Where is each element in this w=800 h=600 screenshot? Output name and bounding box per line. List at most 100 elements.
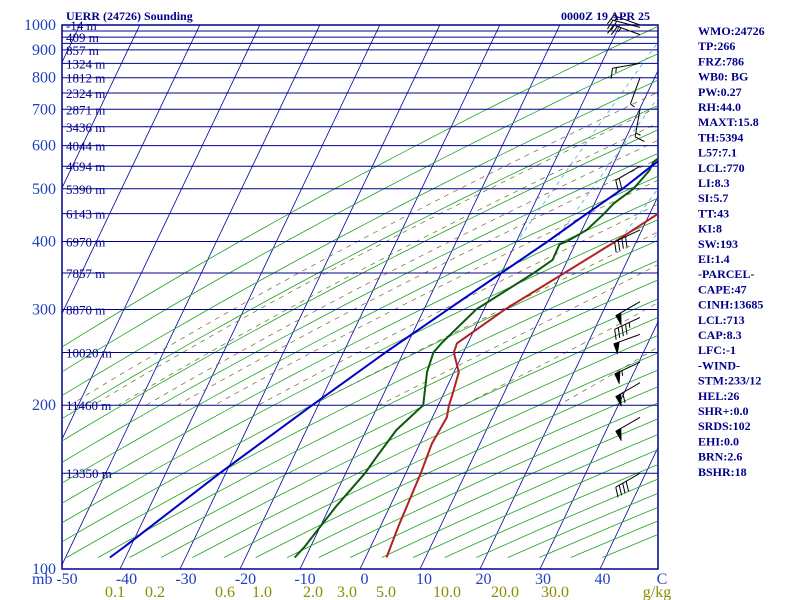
moist-adiabat-line [258, 203, 658, 406]
wind-barb [615, 472, 641, 498]
height-label: 409 m [66, 30, 99, 45]
isotherm-line [0, 25, 20, 569]
wind-barb [614, 229, 641, 253]
index-line: LCL:713 [698, 313, 745, 327]
index-line: BRN:2.6 [698, 450, 742, 464]
height-label: -14 m [66, 18, 97, 33]
wind-barb [629, 77, 641, 108]
pressure-label: 700 [32, 101, 56, 118]
temperature-tick-label: C [657, 571, 668, 588]
isotherm-line [599, 446, 658, 569]
height-label: 8870 m [66, 302, 105, 317]
isotherm-line [62, 25, 141, 189]
header-station: UERR (24726) Sounding [66, 9, 193, 23]
parcel-profile [109, 160, 658, 559]
index-line: RH:44.0 [698, 100, 741, 114]
mixing-ratio-label: 5.0 [376, 584, 396, 600]
mixing-ratio-label: g/kg [643, 584, 671, 600]
mixing-ratio-label: 20.0 [491, 584, 519, 600]
height-label: 2871 m [66, 102, 105, 117]
index-line: WB0: BG [698, 70, 748, 84]
pressure-label: 800 [32, 70, 56, 87]
pressure-label: 500 [32, 181, 56, 198]
temperature-tick-label: 10 [416, 571, 432, 588]
index-line: KI:8 [698, 222, 722, 236]
index-line: SI:5.7 [698, 191, 728, 205]
mixing-ratio-label: 1.0 [252, 584, 272, 600]
temperature-tick-label: 0 [361, 571, 369, 588]
dry-adiabat-line [62, 79, 658, 397]
height-label: 1324 m [66, 56, 105, 71]
index-line: SHR+:0.0 [698, 404, 749, 418]
dry-adiabat-line [129, 298, 658, 558]
isotherm-line [479, 195, 658, 569]
height-label: 1812 m [66, 71, 105, 86]
isotherm-line [780, 25, 800, 569]
isotherm-line [62, 25, 201, 315]
wind-barb [613, 333, 641, 355]
isotherm-line [299, 25, 561, 569]
dewpoint-profile [293, 157, 658, 559]
temperature-tick-label: 30 [535, 571, 551, 588]
temperature-tick-label: -50 [56, 571, 77, 588]
pressure-label: 600 [32, 138, 56, 155]
dry-adiabat-line [62, 219, 658, 524]
mixing-ratio-label: 3.0 [337, 584, 357, 600]
isotherm-line [62, 25, 261, 441]
wind-barb [615, 382, 641, 407]
index-line: EHI:0.0 [698, 434, 739, 448]
height-label: 4044 m [66, 139, 105, 154]
index-line: -WIND- [698, 358, 740, 372]
wind-barb [615, 165, 641, 191]
dry-adiabat-line [66, 259, 658, 558]
height-label: 6970 m [66, 234, 105, 249]
temperature-profile [385, 212, 658, 558]
wind-barb [607, 24, 641, 36]
mixing-ratio-label: 0.2 [145, 584, 165, 600]
index-line: FRZ:786 [698, 54, 744, 68]
height-label: 5390 m [66, 182, 105, 197]
height-label: 13350 m [66, 466, 112, 481]
index-line: HEL:26 [698, 389, 739, 403]
moist-adiabat-line [379, 264, 658, 406]
index-line: WMO:24726 [698, 24, 765, 38]
height-label: 3436 m [66, 120, 105, 135]
height-label: 857 m [66, 43, 99, 58]
height-label: 2324 m [66, 86, 105, 101]
index-line: -PARCEL- [698, 267, 754, 281]
mixing-ratio-label: 10.0 [433, 584, 461, 600]
height-label: 4694 m [66, 159, 105, 174]
dry-adiabat-line [62, 152, 658, 463]
dry-adiabat-line [62, 25, 658, 348]
height-label: 7857 m [66, 266, 105, 281]
header-time: 0000Z 19 APR 25 [561, 9, 650, 23]
index-line: CAP:8.3 [698, 328, 742, 342]
index-line: MAXT:15.8 [698, 115, 759, 129]
height-label: 6143 m [66, 207, 105, 222]
height-label: 11460 m [66, 398, 111, 413]
isotherm-line [539, 321, 658, 569]
pressure-label: 100 [32, 561, 56, 578]
temperature-tick-label: -20 [235, 571, 256, 588]
index-line: LCL:770 [698, 161, 745, 175]
wind-barb [615, 416, 641, 442]
indices-panel: WMO:24726 TP:266 FRZ:786 WB0: BG PW:0.27 RH:4… [698, 24, 765, 479]
dry-adiabat-line [62, 239, 658, 543]
temperature-tick-label: 40 [595, 571, 611, 588]
dry-adiabat-line [192, 334, 658, 558]
wind-barb [634, 109, 645, 142]
index-line: SW:193 [698, 237, 738, 251]
height-label: 10020 m [66, 346, 112, 361]
dry-adiabat-line [97, 279, 658, 558]
wind-barb [614, 317, 641, 340]
index-line: L57:7.1 [698, 146, 737, 160]
mixing-ratio-line [765, 25, 800, 242]
dry-adiabat-line [62, 197, 658, 504]
index-line: SRDS:102 [698, 419, 751, 433]
pressure-label: 300 [32, 301, 56, 318]
isotherm-line [62, 25, 321, 566]
dry-adiabat-line [62, 104, 658, 420]
index-line: LI:8.3 [698, 176, 730, 190]
